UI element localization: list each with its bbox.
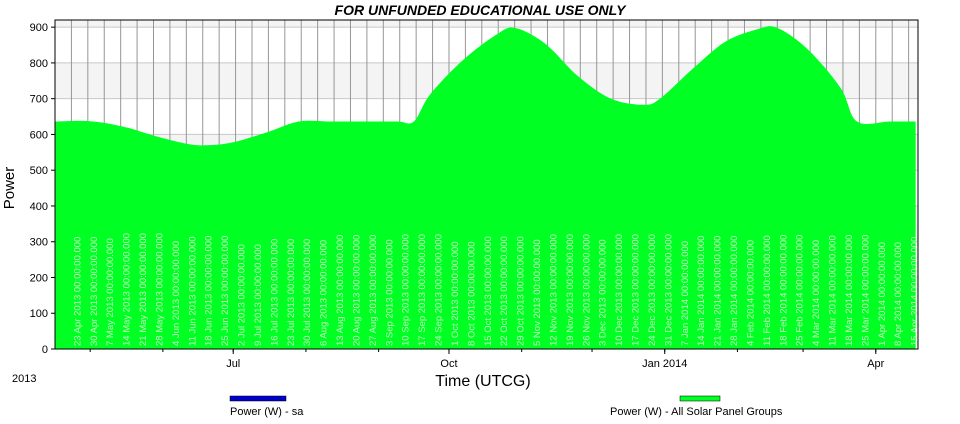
vline-label: 21 Jan 2014 00:00:00.000	[713, 236, 724, 346]
y-tick-label: 0	[42, 344, 48, 356]
y-tick-label: 800	[30, 58, 48, 70]
vline-label: 24 Dec 2013 00:00:00.000	[647, 234, 658, 346]
vline-label: 4 Jun 2013 00:00:00.000	[171, 241, 182, 346]
vline-label: 18 Jun 2013 00:00:00.000	[204, 236, 215, 346]
vline-label: 23 Apr 2013 00:00:00.000	[72, 237, 83, 346]
vline-label: 3 Sep 2013 00:00:00.000	[384, 239, 395, 346]
vline-label: 1 Oct 2013 00:00:00.000	[450, 241, 461, 346]
vline-label: 7 May 2013 00:00:00.000	[105, 238, 116, 346]
vline-label: 24 Sep 2013 00:00:00.000	[434, 234, 445, 346]
vline-label: 18 Mar 2014 00:00:00.000	[844, 235, 855, 346]
y-tick-label: 400	[30, 201, 48, 213]
solar-power-area	[55, 26, 916, 350]
vline-label: 11 Feb 2014 00:00:00.000	[762, 235, 773, 346]
legend-label: Power (W) - sa	[230, 406, 304, 418]
vline-label: 5 Nov 2013 00:00:00.000	[532, 239, 543, 346]
vline-label: 1 Apr 2014 00:00:00.000	[877, 242, 888, 346]
vline-label: 22 Oct 2013 00:00:00.000	[499, 236, 510, 346]
vline-label: 19 Nov 2013 00:00:00.000	[565, 234, 576, 346]
vline-label: 30 Apr 2013 00:00:00.000	[89, 237, 100, 346]
vline-label: 13 Aug 2013 00:00:00.000	[335, 235, 346, 346]
x-tick-label: Jan 2014	[642, 358, 687, 370]
y-tick-label: 600	[30, 129, 48, 141]
y-tick-label: 300	[30, 237, 48, 249]
vline-label: 2 Jul 2013 00:00:00.000	[237, 244, 248, 346]
y-tick-label: 200	[30, 272, 48, 284]
vline-label: 25 Mar 2014 00:00:00.000	[860, 235, 871, 346]
vline-label: 16 Jul 2013 00:00:00.000	[269, 239, 280, 346]
vline-label: 21 May 2013 00:00:00.000	[138, 233, 149, 346]
vline-label: 11 Mar 2014 00:00:00.000	[828, 235, 839, 346]
vline-label: 18 Feb 2014 00:00:00.000	[778, 235, 789, 346]
vline-label: 15 Apr 2014 00:00:00.000	[910, 237, 921, 346]
vline-label: 30 Jul 2013 00:00:00.000	[302, 239, 313, 346]
grid-band	[55, 20, 918, 28]
vline-label: 7 Jan 2014 00:00:00.000	[680, 241, 691, 346]
vline-label: 3 Dec 2013 00:00:00.000	[598, 239, 609, 346]
vline-label: 25 Feb 2014 00:00:00.000	[795, 235, 806, 346]
legend-swatch	[229, 395, 287, 402]
vline-label: 14 May 2013 00:00:00.000	[122, 233, 133, 346]
x-tick-label: Apr	[867, 358, 884, 370]
x-tick-label: Jul	[226, 358, 240, 370]
vline-label: 10 Sep 2013 00:00:00.000	[401, 234, 412, 346]
vline-label: 20 Aug 2013 00:00:00.000	[351, 235, 362, 346]
vline-label: 4 Feb 2014 00:00:00.000	[745, 240, 756, 346]
vline-label: 6 Aug 2013 00:00:00.000	[319, 240, 330, 346]
legend-label: Power (W) - All Solar Panel Groups	[610, 406, 783, 418]
vline-label: 23 Jul 2013 00:00:00.000	[286, 239, 297, 346]
vline-label: 8 Apr 2014 00:00:00.000	[893, 242, 904, 346]
y-axis-label: Power	[1, 167, 18, 210]
vline-label: 29 Oct 2013 00:00:00.000	[516, 236, 527, 346]
vline-label: 11 Jun 2013 00:00:00.000	[187, 236, 198, 346]
y-tick-label: 900	[30, 22, 48, 34]
vline-label: 17 Sep 2013 00:00:00.000	[417, 234, 428, 346]
plot-frame	[54, 19, 919, 350]
x-axis-label: Time (UTCG)	[435, 373, 530, 390]
vline-label: 26 Nov 2013 00:00:00.000	[581, 234, 592, 346]
vline-label: 27 Aug 2013 00:00:00.000	[368, 235, 379, 346]
vline-label: 4 Mar 2014 00:00:00.000	[811, 240, 822, 346]
vline-label: 31 Dec 2013 00:00:00.000	[663, 234, 674, 346]
vline-label: 12 Nov 2013 00:00:00.000	[548, 234, 559, 346]
legend: Power (W) - sa Power (W) - All Solar Pane…	[229, 395, 783, 418]
legend-swatch	[679, 395, 721, 402]
year-label: 2013	[12, 373, 36, 385]
x-tick-label: Oct	[440, 358, 457, 370]
vline-label: 8 Oct 2013 00:00:00.000	[466, 241, 477, 346]
vline-label: 17 Dec 2013 00:00:00.000	[631, 234, 642, 346]
vline-label: 9 Jul 2013 00:00:00.000	[253, 244, 264, 346]
y-tick-label: 100	[30, 308, 48, 320]
chart-title: FOR UNFUNDED EDUCATIONAL USE ONLY	[335, 2, 628, 18]
vline-label: 28 May 2013 00:00:00.000	[154, 233, 165, 346]
vline-label: 15 Oct 2013 00:00:00.000	[483, 236, 494, 346]
vline-label: 25 Jun 2013 00:00:00.000	[220, 236, 231, 346]
vline-label: 28 Jan 2014 00:00:00.000	[729, 236, 740, 346]
y-tick-label: 500	[30, 165, 48, 177]
y-tick-label: 700	[30, 94, 48, 106]
vline-label: 14 Jan 2014 00:00:00.000	[696, 236, 707, 346]
vline-label: 10 Dec 2013 00:00:00.000	[614, 234, 625, 346]
